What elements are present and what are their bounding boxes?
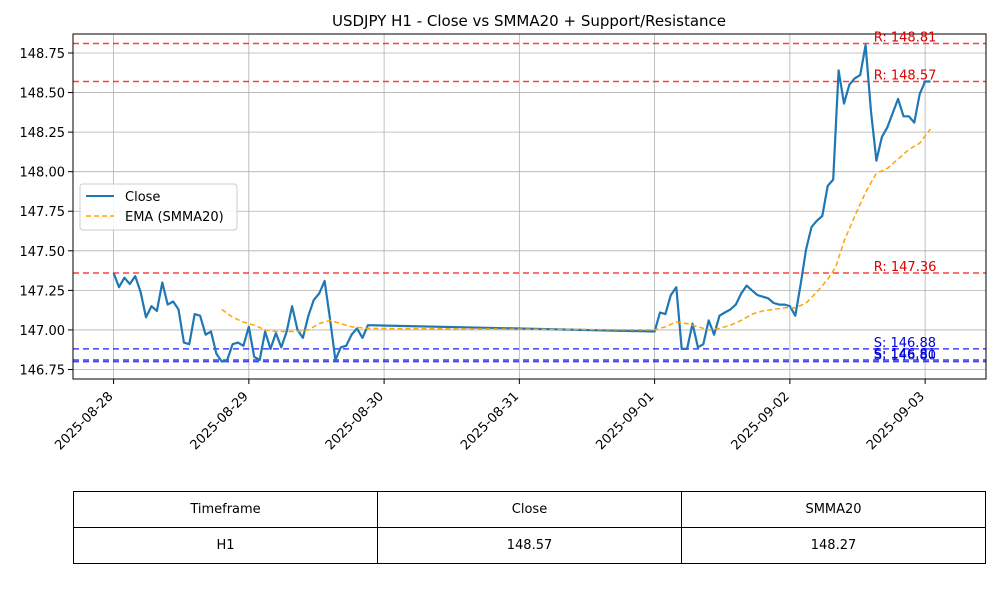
y-tick-label: 147.50: [20, 245, 66, 260]
plot-area: [72, 33, 987, 380]
level-label: R: 147.36: [874, 260, 937, 275]
x-tick-label: 2025-08-28: [52, 389, 116, 453]
cell-timeframe: H1: [73, 527, 378, 564]
legend-label-close: Close: [125, 190, 160, 205]
y-tick-label: 148.50: [20, 87, 66, 102]
y-axis: 146.75 147.00 147.25 147.50 147.75 148.00 148.…: [20, 47, 73, 379]
table-header-row: Timeframe Close SMMA20: [73, 491, 986, 528]
x-tick-label: 2025-09-03: [864, 389, 928, 453]
legend-box: [79, 183, 238, 231]
cell-smma20: 148.27: [681, 527, 986, 564]
y-tick-label: 148.25: [20, 126, 66, 141]
table-row: H1 148.57 148.27: [73, 527, 986, 564]
x-tick-label: 2025-08-31: [458, 389, 522, 453]
y-tick-label: 148.00: [20, 166, 66, 181]
summary-table: Timeframe Close SMMA20 H1 148.57 148.27: [73, 491, 986, 564]
legend-label-smma: EMA (SMMA20): [125, 210, 224, 225]
y-tick-label: 147.25: [20, 284, 66, 299]
x-axis: 2025-08-28 2025-08-29 2025-08-30 2025-08-31…: [52, 379, 928, 453]
y-tick-label: 146.75: [20, 364, 66, 379]
legend: Close EMA (SMMA20): [79, 183, 238, 231]
chart: USDJPY H1 - Close vs SMMA20 + Support/Re…: [20, 12, 987, 453]
cell-close: 148.57: [377, 527, 682, 564]
y-tick-label: 148.75: [20, 47, 66, 62]
x-tick-label: 2025-09-01: [593, 389, 657, 453]
series-lines: [112, 44, 932, 363]
level-label: S: 146.80: [874, 349, 936, 364]
header-close: Close: [377, 491, 682, 528]
x-tick-label: 2025-08-29: [188, 389, 252, 453]
header-smma20: SMMA20: [681, 491, 986, 528]
level-labels: R: 148.81 R: 148.57 R: 147.36 S: 146.88S: 1…: [874, 30, 937, 363]
x-tick-label: 2025-08-30: [323, 389, 387, 453]
x-tick-label: 2025-09-02: [729, 389, 793, 453]
series-line-close: [112, 44, 931, 363]
level-label: R: 148.57: [874, 68, 937, 83]
chart-title: USDJPY H1 - Close vs SMMA20 + Support/Re…: [332, 12, 726, 30]
series-line-smma20: [221, 128, 932, 333]
level-label: R: 148.81: [874, 30, 937, 45]
y-tick-label: 147.75: [20, 205, 66, 220]
header-timeframe: Timeframe: [73, 491, 378, 528]
level-label: S: 146.88: [874, 336, 936, 351]
level-label: S: 146.81: [874, 347, 936, 362]
y-tick-label: 147.00: [20, 324, 66, 339]
